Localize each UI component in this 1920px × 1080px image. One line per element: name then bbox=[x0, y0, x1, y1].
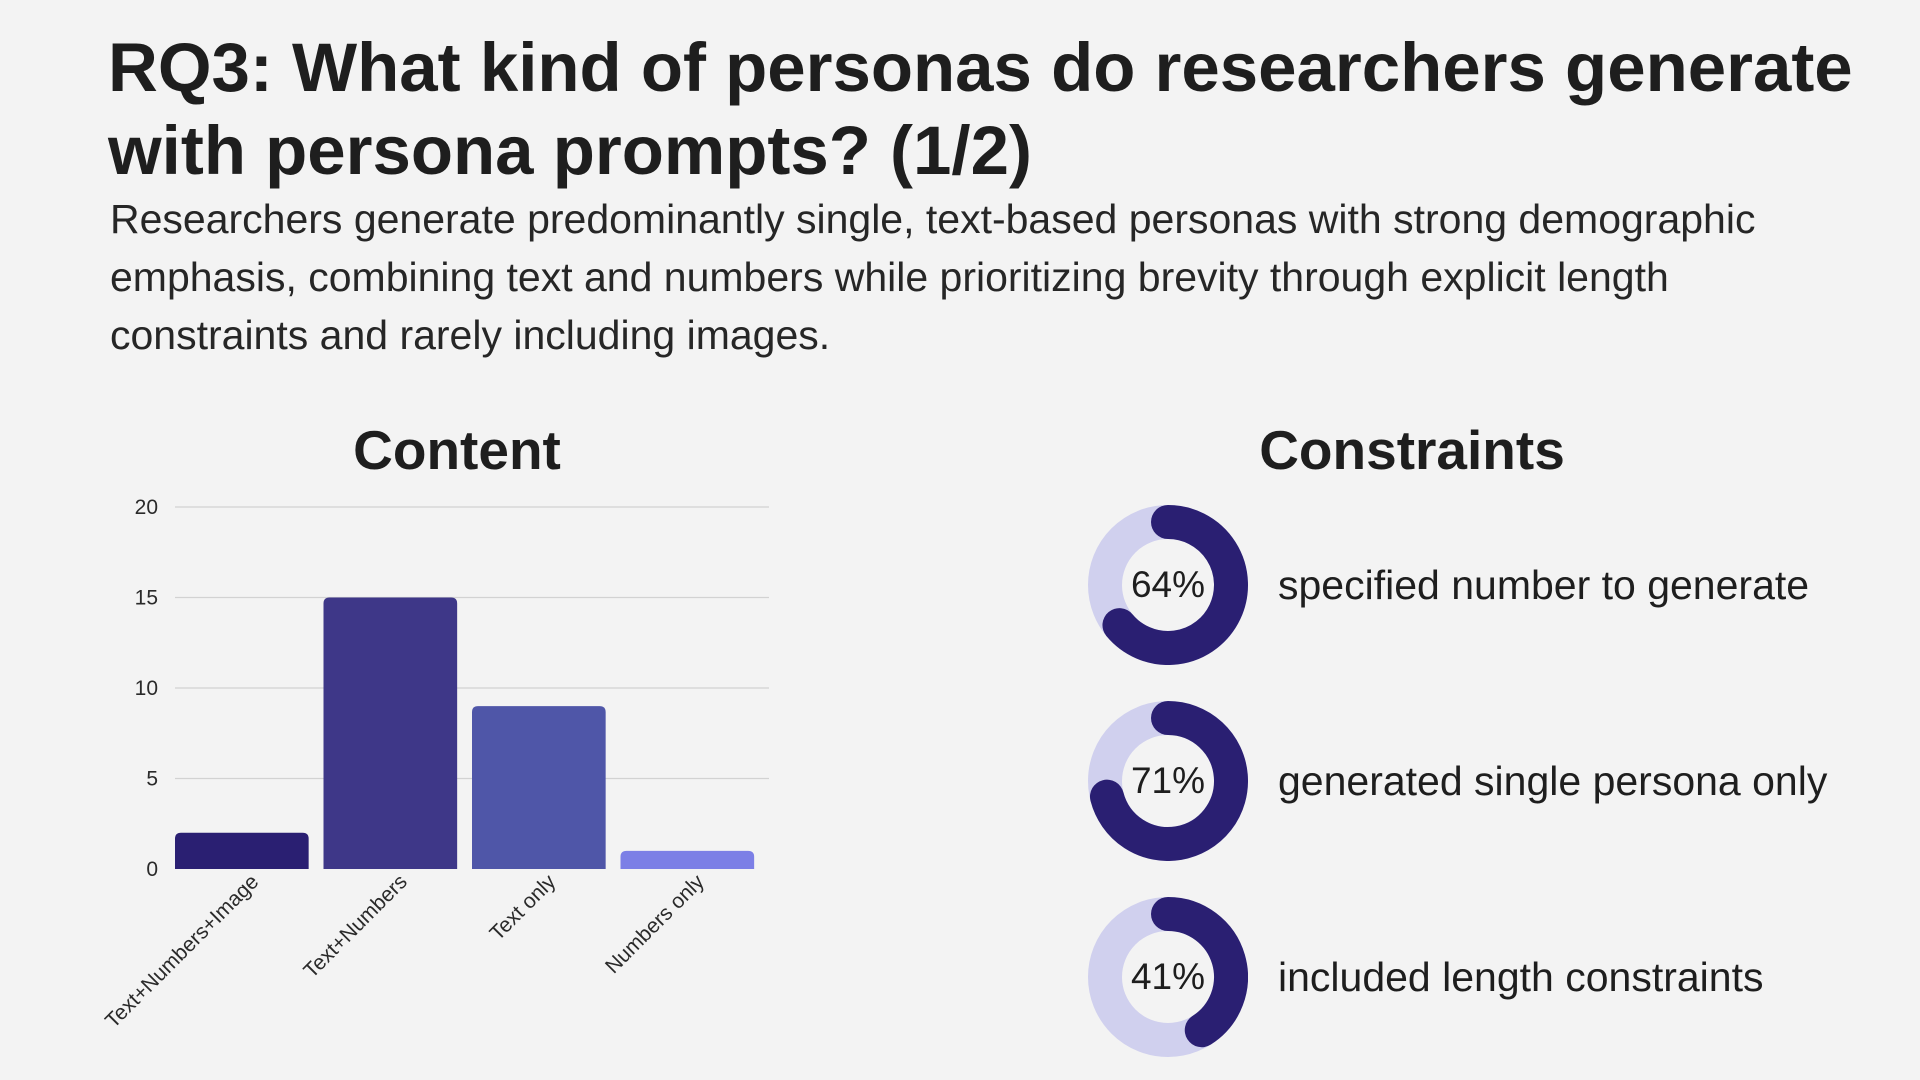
bar-text-numbers bbox=[323, 597, 458, 869]
slide-subtitle: Researchers generate predominantly singl… bbox=[110, 196, 1756, 358]
slide-title: RQ3: What kind of personas do researcher… bbox=[108, 29, 1853, 189]
constraint-description: included length constraints bbox=[1278, 954, 1764, 1000]
bar-text-only bbox=[472, 706, 606, 869]
y-tick-label: 5 bbox=[146, 768, 158, 791]
y-tick-label: 20 bbox=[135, 496, 158, 519]
constraints-title: Constraints bbox=[1259, 419, 1565, 481]
donut-chart bbox=[1088, 505, 1248, 665]
x-tick-label: Numbers only bbox=[601, 870, 709, 978]
constraint-description: specified number to generate bbox=[1278, 562, 1810, 608]
constraint-item-length-constraints: 41% included length constraints bbox=[1088, 897, 1888, 1057]
donut-percent-label: 71% bbox=[1130, 760, 1206, 801]
donut-fill bbox=[1151, 897, 1248, 1048]
constraint-item-number-to-generate: 64% specified number to generate bbox=[1088, 505, 1888, 665]
donut-percent-label: 64% bbox=[1130, 564, 1206, 605]
bar-numbers-only bbox=[620, 850, 755, 869]
content-chart-title: Content bbox=[353, 419, 561, 481]
donut-percent-label: 41% bbox=[1130, 956, 1206, 997]
constraint-description: generated single persona only bbox=[1278, 758, 1828, 804]
y-tick-label: 15 bbox=[135, 587, 158, 610]
donut-fill bbox=[1102, 505, 1248, 665]
x-tick-label: Text+Numbers+Image bbox=[101, 870, 263, 1032]
y-tick-label: 0 bbox=[146, 858, 158, 881]
x-tick-label: Text+Numbers bbox=[299, 870, 411, 982]
donut-fill bbox=[1089, 701, 1248, 861]
bar-text-numbers-image bbox=[175, 832, 309, 869]
content-bar-chart: 0 5 10 15 20 Text+Numbers+Image Text+Numbers Te… bbox=[101, 496, 769, 1033]
constraint-item-single-persona: 71% generated single persona only bbox=[1088, 701, 1888, 861]
y-tick-label: 10 bbox=[135, 677, 158, 700]
donut-chart bbox=[1088, 897, 1248, 1057]
donut-chart bbox=[1088, 701, 1248, 861]
x-tick-label: Text only bbox=[485, 870, 560, 945]
